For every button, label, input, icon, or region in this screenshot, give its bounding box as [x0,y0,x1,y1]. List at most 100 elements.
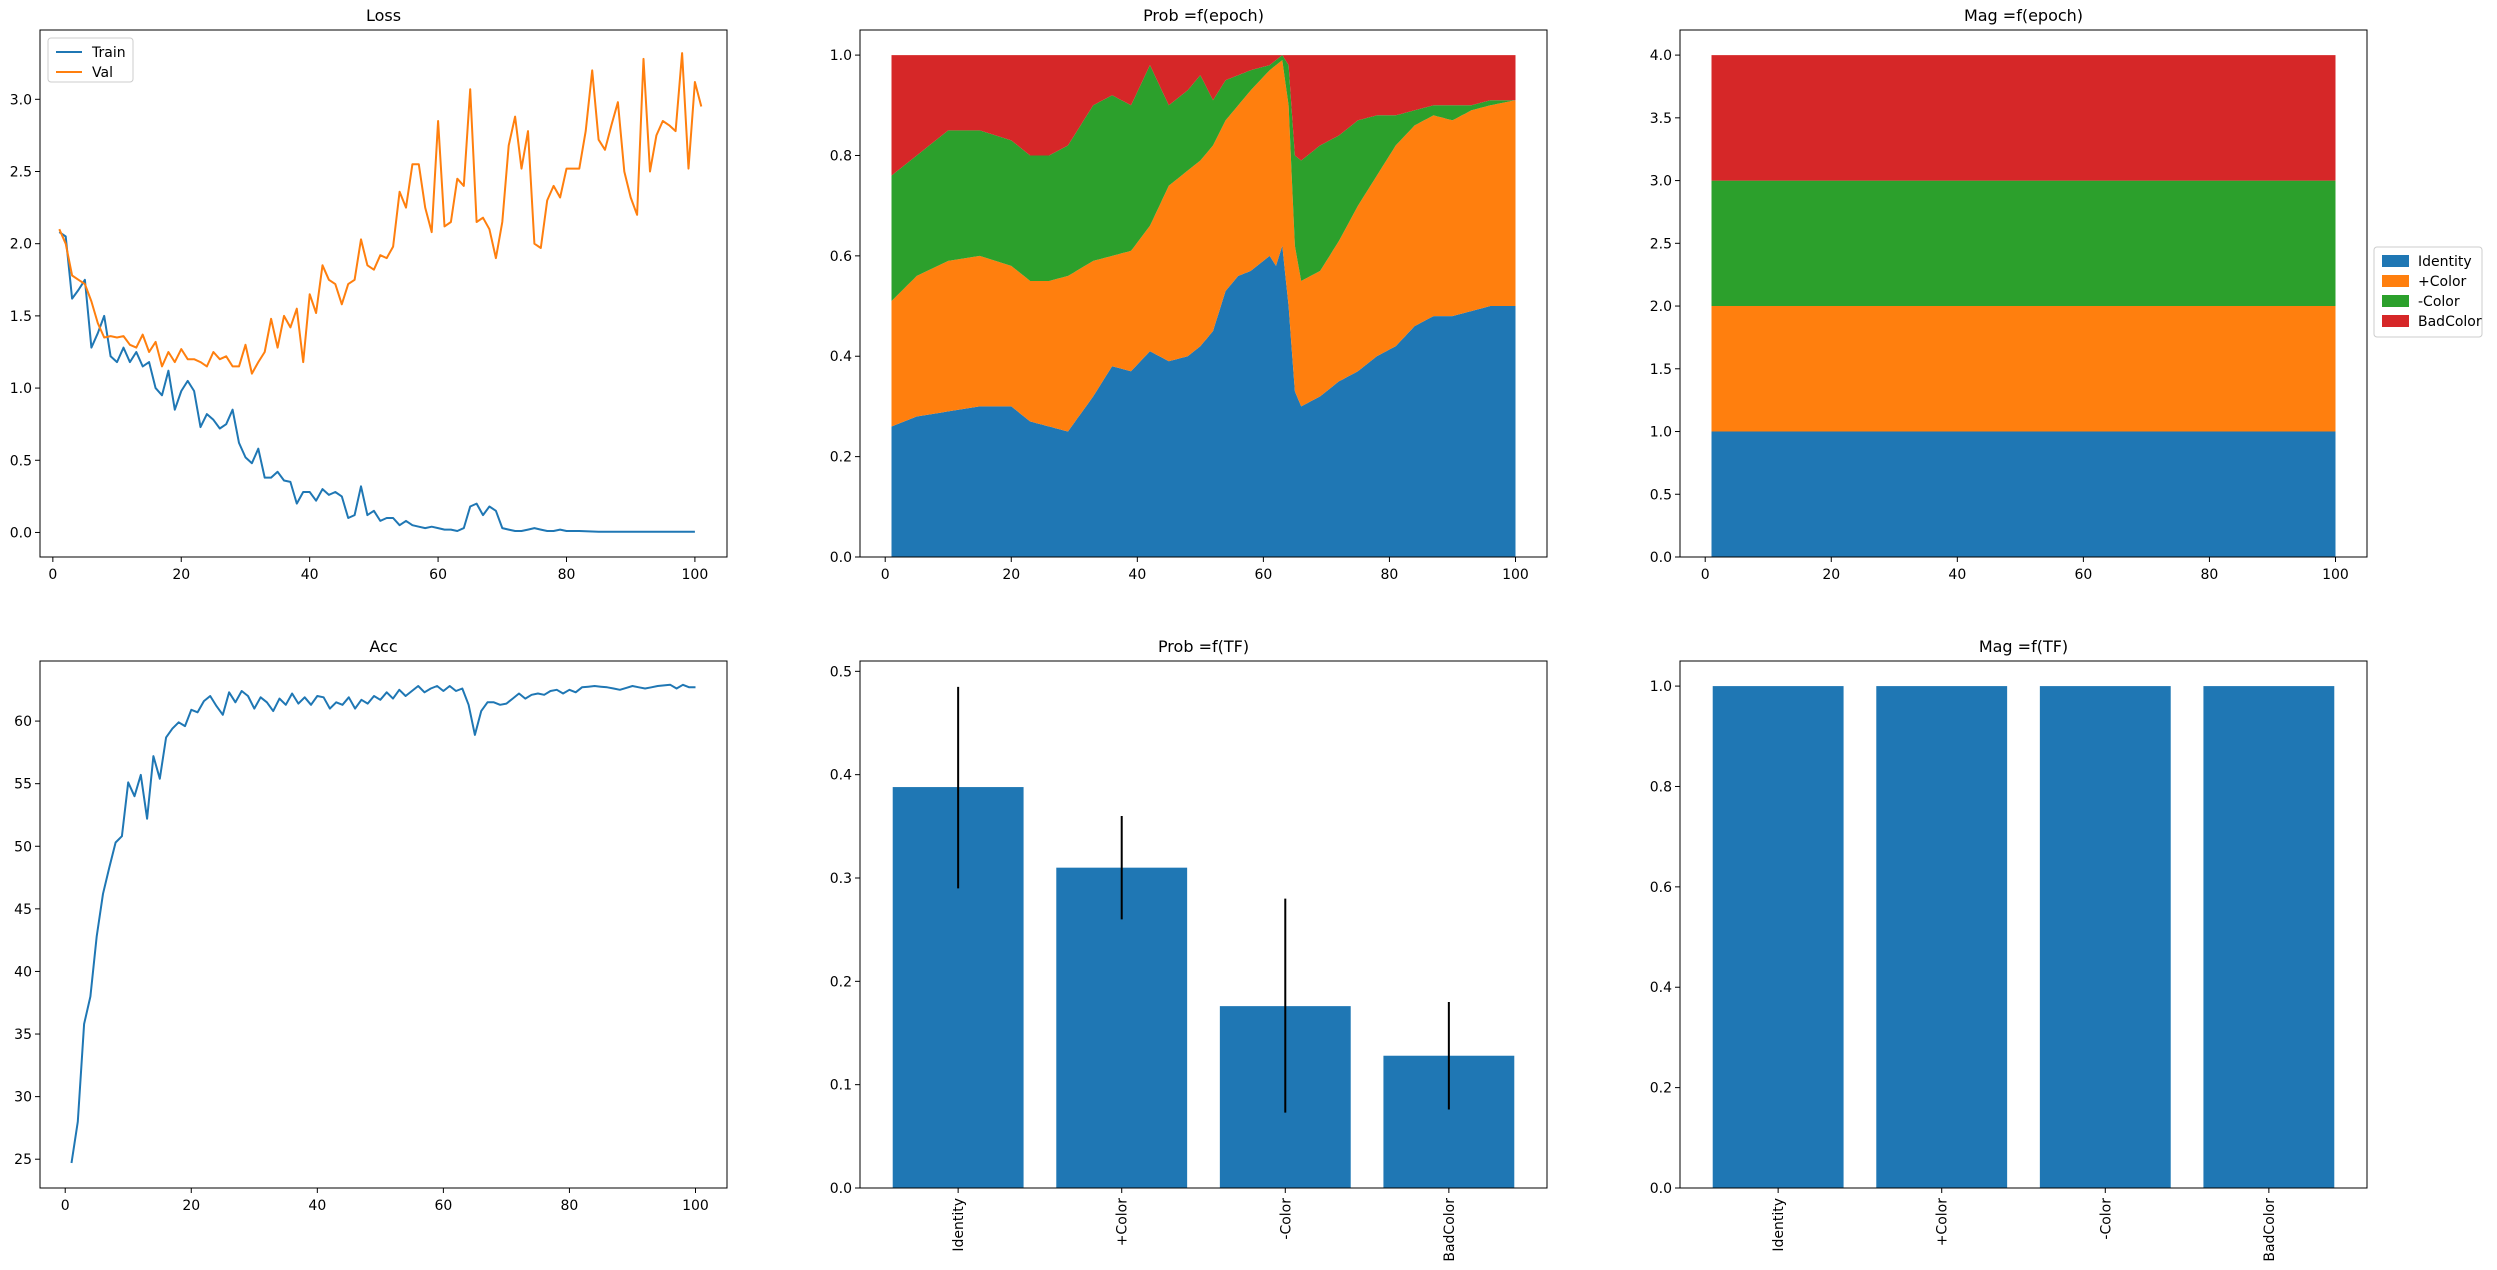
y-tick-label: 4.0 [1650,48,1672,64]
x-tick-label: -Color [2098,1198,2114,1240]
x-tick-label: -Color [1278,1198,1294,1240]
chart-prob_tf: Identity +Color -Color BadColor Prob =f(TF) 0… [830,637,1548,1262]
area-band-badcolor [1711,55,2336,181]
x-tick-label: 40 [308,1198,326,1214]
x-tick-label: 60 [2074,567,2092,583]
y-tick-label: 0.5 [10,453,32,469]
y-tick-label: 25 [14,1152,32,1168]
x-tick-label: BadColor [1442,1198,1458,1262]
y-tick-label: 0.2 [830,974,852,990]
chart-title: Prob =f(TF) [1158,637,1249,656]
y-tick-label: 0.8 [830,148,852,164]
chart-prob_epoch: Prob =f(epoch) 0.0 0.2 0.4 0.6 0.8 1.0 0 20 40 60 8… [830,6,1548,583]
x-tick-label: 100 [682,567,709,583]
x-tick-label: 0 [48,567,57,583]
y-tick-label: 1.0 [830,48,852,64]
y-tick-label: 0.2 [830,450,852,466]
y-tick-label: 0.4 [830,768,852,784]
y-tick-label: 0.0 [830,1181,852,1197]
y-tick-label: 1.0 [1650,679,1672,695]
x-tick-label: 0 [61,1198,70,1214]
series-line-acc [70,683,696,1164]
y-tick-label: 0.6 [830,249,852,265]
y-tick-label: 1.0 [10,381,32,397]
legend: Train Val [47,37,134,83]
y-tick-label: 0.1 [830,1078,852,1094]
chart-mag_epoch: Mag =f(epoch) 0.0 0.5 1.0 1.5 2.0 2.5 3.0 3.5 4.0… [1650,6,2483,583]
chart-mag_tf: Identity +Color -Color BadColor Mag =f(TF) 0.… [1650,637,2368,1262]
legend-label: Identity [2418,254,2472,270]
y-tick-label: 50 [14,839,32,855]
legend-box [2373,246,2483,338]
x-tick-label: 20 [1002,567,1020,583]
x-tick-label: +Color [1115,1198,1131,1247]
axes-frame [1679,29,2368,558]
x-tick-label: 60 [429,567,447,583]
legend-label: BadColor [2418,314,2482,330]
y-tick-label: 1.0 [1650,425,1672,441]
x-tick-label: 80 [558,567,576,583]
x-tick-label: 0 [1701,567,1710,583]
chart-loss: Loss 0.0 0.5 1.0 1.5 2.0 2.5 3.0 0 20 40 60 80 100 Tra… [10,6,728,583]
y-tick-label: 0.8 [1650,779,1672,795]
bar-color [1876,686,2008,1188]
chart-title: Mag =f(epoch) [1964,6,2083,25]
y-tick-label: 35 [14,1027,32,1043]
y-tick-label: 0.6 [1650,880,1672,896]
chart-title: Mag =f(TF) [1979,637,2068,656]
y-tick-label: 1.5 [10,309,32,325]
area-band-color [1711,306,2336,432]
chart-title: Prob =f(epoch) [1143,6,1264,25]
x-tick-label: 100 [1502,567,1529,583]
x-tick-label: +Color [1935,1198,1951,1247]
legend-swatch [2382,315,2409,327]
x-tick-label: 40 [1128,567,1146,583]
axes-frame [859,29,1548,558]
chart-acc: Acc 25 30 35 40 45 50 55 60 0 20 40 60 80 100 [14,637,728,1214]
bar-color [1056,867,1188,1188]
area-band-color [891,60,1516,432]
y-tick-label: 0.5 [830,664,852,680]
y-tick-label: 40 [14,964,32,980]
y-tick-label: 0.0 [10,525,32,541]
series-line-train [58,231,695,533]
x-tick-label: 80 [2201,567,2219,583]
y-tick-label: 0.3 [830,871,852,887]
legend-label: Val [92,65,113,81]
y-tick-label: 0.2 [1650,1081,1672,1097]
x-tick-label: 80 [561,1198,579,1214]
x-tick-label: 80 [1381,567,1399,583]
chart-title: Loss [366,6,401,25]
legend-swatch [2382,275,2409,287]
x-tick-label: 60 [434,1198,452,1214]
y-tick-label: 2.5 [1650,236,1672,252]
series-line-val [58,52,703,375]
y-tick-label: 3.5 [1650,111,1672,127]
y-tick-label: 0.0 [830,550,852,566]
area-band-color [1711,180,2336,306]
x-tick-label: 60 [1254,567,1272,583]
bar-identity [1712,686,1844,1188]
legend-swatch [2382,255,2409,267]
y-tick-label: 0.4 [1650,980,1672,996]
y-tick-label: 1.5 [1650,362,1672,378]
y-tick-label: 0.0 [1650,550,1672,566]
chart-title: Acc [369,637,397,656]
area-band-color [891,55,1516,301]
x-tick-label: 20 [182,1198,200,1214]
y-tick-label: 30 [14,1090,32,1106]
y-tick-label: 2.0 [10,237,32,253]
y-tick-label: 0.5 [1650,487,1672,503]
legend-label: Train [91,45,126,61]
x-tick-label: Identity [1771,1198,1787,1252]
legend-label: -Color [2418,294,2460,310]
legend: Identity +Color -Color BadColor [2373,246,2483,338]
y-tick-label: 2.5 [10,164,32,180]
x-tick-label: 100 [682,1198,709,1214]
y-tick-label: 45 [14,902,32,918]
x-tick-label: 20 [172,567,190,583]
x-tick-label: 20 [1822,567,1840,583]
axes-frame [39,660,728,1189]
legend-label: +Color [2418,274,2467,290]
